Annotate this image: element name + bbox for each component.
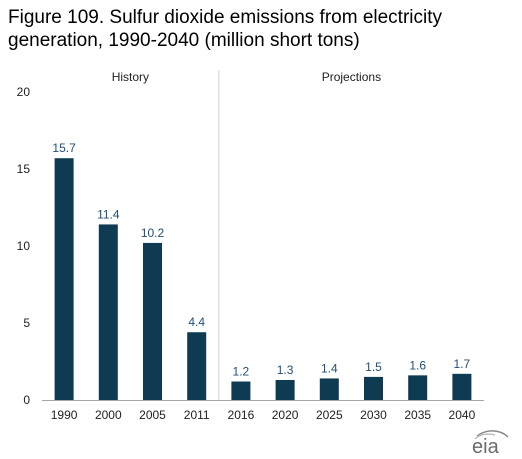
x-tick-label-2016: 2016 bbox=[228, 408, 255, 422]
bar-2040 bbox=[452, 373, 472, 400]
bar-2000 bbox=[98, 224, 118, 400]
chart-title-line-2: generation, 1990-2040 (million short ton… bbox=[8, 30, 360, 51]
y-tick-label: 0 bbox=[23, 393, 30, 407]
eia-logo-arc-inner bbox=[474, 433, 496, 440]
y-tick-label: 15 bbox=[17, 162, 31, 176]
x-tick-label-2025: 2025 bbox=[316, 408, 343, 422]
data-label-2040: 1.7 bbox=[454, 357, 471, 371]
eia-logo: eia bbox=[472, 430, 509, 456]
bar-2035 bbox=[408, 375, 428, 400]
data-label-2000: 11.4 bbox=[97, 207, 120, 221]
x-tick-label-2035: 2035 bbox=[404, 408, 431, 422]
bar-2016 bbox=[231, 381, 251, 400]
data-label-2030: 1.5 bbox=[365, 360, 382, 374]
x-tick-label-2020: 2020 bbox=[272, 408, 299, 422]
bar-1990 bbox=[54, 158, 74, 400]
x-tick-label-2000: 2000 bbox=[95, 408, 122, 422]
data-label-2011: 4.4 bbox=[188, 315, 205, 329]
section-label-history: History bbox=[112, 70, 149, 84]
y-tick-label: 10 bbox=[17, 239, 31, 253]
bar-2020 bbox=[275, 379, 295, 400]
bar-2025 bbox=[319, 378, 339, 400]
section-label-projections: Projections bbox=[322, 70, 381, 84]
chart-title-line-1: Figure 109. Sulfur dioxide emissions fro… bbox=[8, 7, 443, 28]
bar-2011 bbox=[187, 332, 207, 400]
x-tick-label-2011: 2011 bbox=[184, 408, 210, 422]
data-label-2020: 1.3 bbox=[277, 363, 294, 377]
y-tick-label: 5 bbox=[23, 316, 30, 330]
data-label-2035: 1.6 bbox=[409, 358, 426, 372]
chart-title: Figure 109. Sulfur dioxide emissions fro… bbox=[8, 6, 513, 52]
x-tick-label-1990: 1990 bbox=[51, 408, 78, 422]
x-tick-label-2005: 2005 bbox=[139, 408, 166, 422]
y-tick-label: 20 bbox=[17, 85, 31, 99]
data-label-2005: 10.2 bbox=[141, 226, 165, 240]
bar-2005 bbox=[143, 242, 162, 400]
data-label-1990: 15.7 bbox=[52, 141, 76, 155]
data-label-2025: 1.4 bbox=[321, 361, 338, 375]
x-tick-label-2040: 2040 bbox=[449, 408, 476, 422]
bar-2030 bbox=[364, 376, 383, 400]
eia-logo-text: eia bbox=[472, 436, 500, 456]
eia-logo-arc bbox=[476, 430, 509, 438]
data-label-2016: 1.2 bbox=[233, 365, 250, 379]
x-tick-label-2030: 2030 bbox=[360, 408, 387, 422]
